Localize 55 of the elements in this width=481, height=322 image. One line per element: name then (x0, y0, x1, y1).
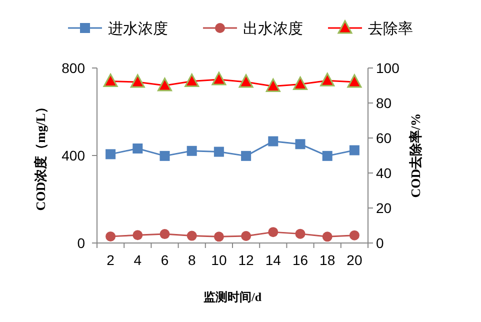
y2-tick-label: 40 (376, 164, 392, 181)
point (268, 227, 278, 238)
x-tick-label: 10 (211, 252, 227, 268)
point (349, 230, 360, 240)
point (186, 146, 197, 156)
point (160, 150, 170, 161)
x-tick-label: 12 (238, 252, 254, 268)
point (186, 230, 197, 241)
point (214, 232, 224, 242)
point (103, 74, 118, 88)
x-tick-label: 4 (134, 252, 142, 268)
y-tick-label: 800 (62, 60, 86, 76)
point (349, 145, 360, 156)
point (320, 72, 335, 86)
x-tick-label: 20 (346, 252, 362, 268)
point (214, 146, 224, 157)
y2-tick-label: 20 (376, 200, 392, 216)
point (130, 74, 145, 88)
point (295, 139, 306, 150)
point (184, 74, 200, 88)
point (347, 74, 362, 88)
y2-tick-label: 80 (376, 94, 392, 111)
point (293, 76, 308, 90)
y2-tick-label: 0 (376, 234, 384, 251)
x-tick-label: 14 (265, 252, 282, 268)
point (158, 78, 172, 92)
y2-tick-label: 60 (376, 130, 392, 146)
point (238, 74, 254, 88)
point (132, 144, 143, 154)
y-tick-label: 400 (62, 147, 86, 164)
point (106, 231, 116, 242)
y-axis-title: COD浓度（mg/L） (33, 100, 48, 211)
x-tick-label: 16 (292, 252, 308, 268)
x-tick-label: 6 (160, 252, 169, 268)
point (132, 230, 143, 240)
point (241, 231, 252, 241)
x-tick-label: 18 (320, 252, 336, 268)
x-axis-title: 监测时间/d (203, 290, 262, 304)
legend-label: 出水浓度 (243, 20, 303, 38)
point (295, 228, 306, 239)
y2-tick-label: 100 (376, 60, 400, 76)
point (160, 229, 170, 240)
point (241, 150, 252, 161)
point (268, 136, 278, 146)
point (322, 150, 332, 161)
legend-label: 进水浓度 (108, 20, 168, 38)
y-tick-label: 0 (77, 234, 86, 251)
x-tick-label: 2 (106, 252, 115, 268)
legend-label: 去除率 (368, 20, 413, 38)
point (266, 78, 280, 92)
y2-axis-title: COD去除率/% (408, 113, 423, 198)
x-tick-label: 8 (188, 252, 196, 268)
point (106, 149, 116, 160)
point (212, 72, 226, 86)
point (322, 232, 332, 242)
